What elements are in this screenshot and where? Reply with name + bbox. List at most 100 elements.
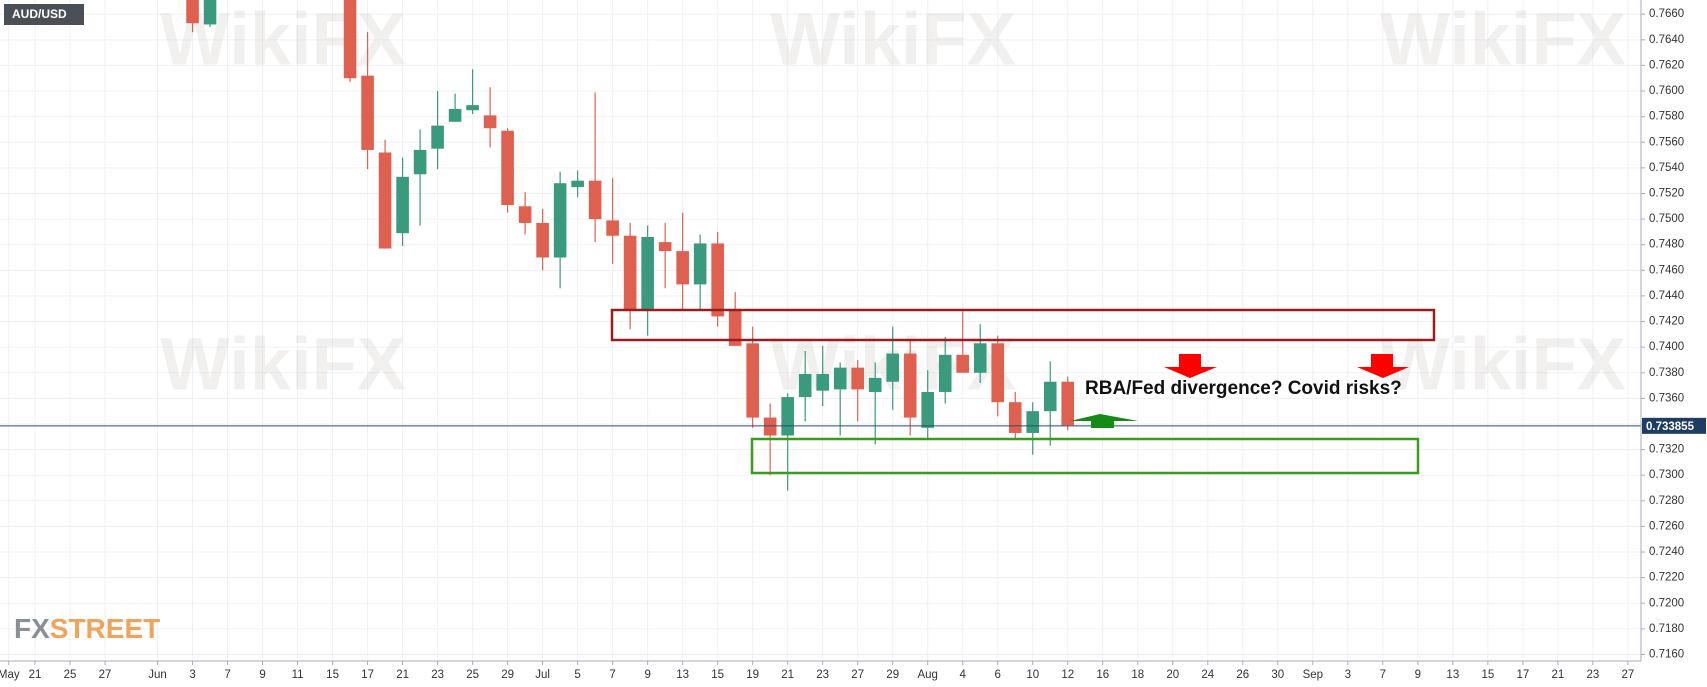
x-tick-label: 21 xyxy=(29,669,42,681)
candle-body xyxy=(991,343,1005,403)
x-tick-label: 15 xyxy=(711,669,724,681)
y-tick-label: 0.7660 xyxy=(1649,8,1684,20)
candle-body xyxy=(431,125,444,149)
candle-body xyxy=(186,0,199,24)
candle-body xyxy=(693,243,707,285)
x-tick-label: 17 xyxy=(1516,669,1529,681)
down-arrow xyxy=(1164,354,1217,378)
chart-title: AUD/USD xyxy=(12,7,67,21)
candle-body xyxy=(396,176,409,234)
x-tick-label: 25 xyxy=(64,669,77,681)
y-tick-label: 0.7400 xyxy=(1649,341,1684,353)
candle-body xyxy=(658,242,672,252)
x-tick-label: 13 xyxy=(1446,669,1459,681)
watermark: WikiFX xyxy=(1380,323,1626,406)
candle-body xyxy=(851,367,864,390)
candle-body xyxy=(921,391,935,428)
x-tick-label: 17 xyxy=(361,669,374,681)
last-price-label: 0.733855 xyxy=(1646,421,1695,433)
candle-body xyxy=(1061,381,1075,426)
candle-body xyxy=(746,343,759,418)
x-tick-label: 9 xyxy=(259,669,265,681)
x-tick-label: 18 xyxy=(1131,669,1144,681)
annotation: RBA/Fed divergence? Covid risks? xyxy=(1085,378,1402,399)
axes: 0.7160 0.7180 0.7200 0.7220 0.7240 0.7260 0.72… xyxy=(0,8,1706,681)
candle-body xyxy=(938,354,952,392)
x-tick-label: 12 xyxy=(1061,669,1074,681)
candle-body xyxy=(518,206,532,223)
x-tick-label: 21 xyxy=(781,669,794,681)
y-tick-label: 0.7480 xyxy=(1649,239,1684,251)
x-tick-label: 26 xyxy=(1236,669,1249,681)
resistance-zone xyxy=(610,308,1436,342)
candle-body xyxy=(973,343,987,373)
y-tick-label: 0.7580 xyxy=(1649,111,1684,123)
y-tick-label: 0.7240 xyxy=(1649,546,1684,558)
x-tick-label: 29 xyxy=(886,669,899,681)
y-tick-label: 0.7620 xyxy=(1649,59,1684,71)
candle-body xyxy=(798,374,812,398)
candle-body xyxy=(606,220,619,236)
candle-body xyxy=(536,222,549,258)
candle-body xyxy=(571,180,584,188)
candle-body xyxy=(816,374,829,391)
title-box xyxy=(4,4,84,25)
x-tick-label: 6 xyxy=(995,669,1001,681)
x-tick-label: 9 xyxy=(644,669,650,681)
y-tick-label: 0.7440 xyxy=(1649,290,1684,302)
x-tick-label: 10 xyxy=(1026,669,1039,681)
candle-body xyxy=(501,130,514,206)
candle-body xyxy=(343,0,357,79)
candle-body xyxy=(1026,411,1040,433)
candle-body xyxy=(763,417,777,436)
y-tick-label: 0.7600 xyxy=(1649,85,1684,97)
y-tick-label: 0.7520 xyxy=(1649,188,1684,200)
y-tick-label: 0.7360 xyxy=(1649,392,1684,404)
x-tick-label: 15 xyxy=(1481,669,1494,681)
candle-body xyxy=(623,235,637,311)
y-tick-label: 0.7320 xyxy=(1649,444,1684,456)
candle-body xyxy=(553,183,567,258)
x-tick-label: Sep xyxy=(1303,669,1323,681)
y-tick-label: 0.7160 xyxy=(1649,649,1684,661)
candle-body xyxy=(886,353,900,382)
candle-body xyxy=(903,353,917,418)
x-tick-label: 25 xyxy=(466,669,479,681)
x-tick-label: May xyxy=(0,669,20,681)
x-tick-label: 13 xyxy=(676,669,689,681)
candle-body xyxy=(413,149,427,175)
x-tick-label: 27 xyxy=(1621,669,1634,681)
grid xyxy=(0,0,1641,661)
candle-body xyxy=(1008,402,1022,433)
candle-body xyxy=(781,397,794,436)
x-tick-label: 3 xyxy=(189,669,195,681)
x-tick-label: 30 xyxy=(1271,669,1284,681)
y-tick-label: 0.7420 xyxy=(1649,316,1684,328)
watermark: WikiFX xyxy=(160,323,406,406)
candle-body xyxy=(868,377,882,392)
candle-body xyxy=(711,243,724,317)
x-tick-label: 5 xyxy=(574,669,580,681)
logo-text: STREET xyxy=(50,613,160,644)
x-tick-label: 27 xyxy=(851,669,864,681)
x-tick-label: Jul xyxy=(535,669,550,681)
x-tick-label: 19 xyxy=(746,669,759,681)
x-tick-label: 27 xyxy=(99,669,112,681)
x-tick-label: 24 xyxy=(1201,669,1214,681)
up-arrow xyxy=(1070,414,1138,428)
plot xyxy=(0,0,1641,491)
y-tick-label: 0.7500 xyxy=(1649,213,1684,225)
candle-body xyxy=(833,367,847,390)
candle-body xyxy=(641,237,654,311)
y-tick-label: 0.7220 xyxy=(1649,572,1684,584)
y-tick-label: 0.7180 xyxy=(1649,623,1684,635)
watermark: WikiFX xyxy=(1380,0,1626,81)
candle-body xyxy=(728,310,742,346)
watermark: WikiFX xyxy=(160,0,406,81)
candle-body xyxy=(378,152,392,249)
candle-body xyxy=(448,108,462,122)
y-tick-label: 0.7540 xyxy=(1649,162,1684,174)
x-tick-label: 15 xyxy=(326,669,339,681)
x-tick-label: 21 xyxy=(396,669,409,681)
